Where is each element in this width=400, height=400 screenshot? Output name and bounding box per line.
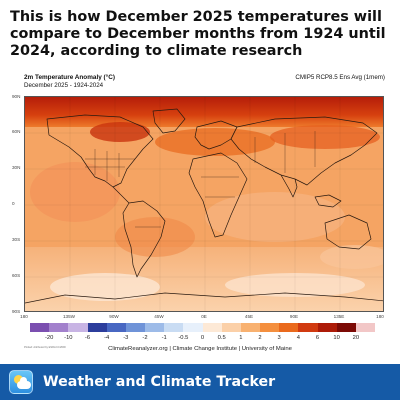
map-model: CMIP5 RCP8.5 Ens Avg (1mem) [295,74,385,81]
lon-tick: 45W [154,314,164,319]
legend-label: 4 [296,335,300,341]
legend-label: -6 [84,335,91,341]
lat-tick: 30N [12,165,21,170]
legend-label: -4 [104,335,110,341]
lon-tick: 180 [376,314,384,319]
lon-tick: 90E [289,314,299,319]
lat-tick: 60N [12,129,21,134]
fineprint: Plotted: Attributed by ESRL/CCI/DRI [24,346,66,349]
lon-tick: 180 [20,314,28,319]
legend-swatch [202,323,222,332]
legend-label: -1 [161,335,167,341]
legend-swatch [87,323,107,332]
lon-tick: 90W [109,314,119,319]
map-credit: ClimateReanalyzer.org | Climate Change I… [108,346,292,352]
legend-label: -3 [123,335,129,341]
legend-label: -20 [44,335,54,341]
legend-label: -0.5 [178,335,189,341]
lon-tick: 135E [333,314,345,319]
legend-label: 6 [315,335,320,341]
lat-tick: 0 [12,201,15,206]
legend-swatch [260,323,280,332]
legend-label: 2 [258,335,262,341]
app-name: Weather and Climate Tracker [43,374,276,390]
legend-label: 10 [333,335,340,341]
lon-tick: 45E [244,314,254,319]
legend-swatch [183,323,203,332]
legend-swatch [49,323,69,332]
map-title: 2m Temperature Anomaly (°C) [24,74,115,81]
legend-label: 0.5 [217,335,226,341]
legend-label: -10 [64,335,73,341]
lon-tick: 135W [62,314,76,319]
lat-tick: 60S [12,273,21,278]
weather-app-icon [9,370,33,394]
legend-label: -2 [142,335,148,341]
legend-label: 20 [352,335,360,341]
temperature-anomaly-map [24,96,384,312]
legend-swatch [164,323,184,332]
legend-swatch [279,323,299,332]
legend-label: 3 [277,335,281,341]
legend-swatch [221,323,241,332]
legend-swatch [240,323,261,332]
lat-tick: 30S [12,237,21,242]
footer-banner: Weather and Climate Tracker [0,364,400,400]
legend-swatch [30,323,50,332]
legend-swatch [125,323,146,332]
legend-swatch [355,323,376,332]
map-period: December 2025 - 1924-2024 [24,82,104,89]
legend-swatch [145,323,165,332]
legend-label: 0 [200,335,205,341]
legend-swatch [317,323,337,332]
legend-swatch [336,323,356,332]
lat-tick: 90S [12,309,21,314]
legend-swatch [68,323,88,332]
color-scale-legend [30,323,376,332]
legend-label: 1 [239,335,243,341]
legend-swatch [106,323,126,332]
headline: This is how December 2025 temperatures w… [10,9,386,59]
lat-tick: 90N [12,94,21,99]
legend-swatch [298,323,318,332]
lon-tick: 0E [201,314,207,319]
